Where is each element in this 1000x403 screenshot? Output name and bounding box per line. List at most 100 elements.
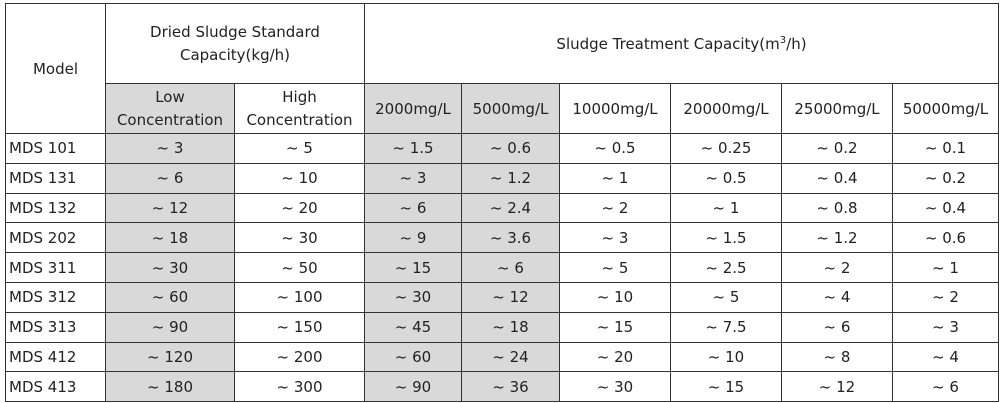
value-cell: ~ 6 xyxy=(364,192,462,224)
value-cell: ~ 5 xyxy=(670,281,782,313)
value-cell: ~ 30 xyxy=(364,281,462,313)
value-cell: ~ 0.25 xyxy=(670,133,782,164)
value-cell: ~ 60 xyxy=(105,281,235,313)
table-row: MDS 313 ~ 90 ~ 150 ~ 45 ~ 18 ~ 15 ~ 7.5 ~ 6 ~ 3 xyxy=(5,311,999,343)
value-cell: ~ 10 xyxy=(234,162,365,194)
value-cell: ~ 15 xyxy=(364,252,462,283)
value-cell: ~ 1 xyxy=(670,192,782,224)
value-cell: ~ 300 xyxy=(234,371,365,403)
value-cell: ~ 6 xyxy=(105,162,235,194)
value-cell: ~ 5 xyxy=(559,252,671,283)
value-cell: ~ 6 xyxy=(892,371,999,403)
value-cell: ~ 1.5 xyxy=(364,133,462,164)
value-cell: ~ 100 xyxy=(234,281,365,313)
model-cell: MDS 101 xyxy=(5,133,106,164)
table-row: MDS 202 ~ 18 ~ 30 ~ 9 ~ 3.6 ~ 3 ~ 1.5 ~ 1.2 ~ 0.… xyxy=(5,222,999,254)
value-cell: ~ 90 xyxy=(105,311,235,343)
value-cell: ~ 12 xyxy=(105,192,235,224)
model-cell: MDS 412 xyxy=(5,341,106,373)
high-concentration-header: High Concentration xyxy=(234,83,365,134)
table-row: MDS 312 ~ 60 ~ 100 ~ 30 ~ 12 ~ 10 ~ 5 ~ 4 ~ 2 xyxy=(5,281,999,313)
value-cell: ~ 6 xyxy=(781,311,893,343)
value-cell: ~ 10 xyxy=(670,341,782,373)
table-row: MDS 413 ~ 180 ~ 300 ~ 90 ~ 36 ~ 30 ~ 15 ~ 12 ~ 6 xyxy=(5,371,999,403)
value-cell: ~ 0.8 xyxy=(781,192,893,224)
value-cell: ~ 2 xyxy=(559,192,671,224)
value-cell: ~ 1.2 xyxy=(461,162,560,194)
col-50000-header: 50000mg/L xyxy=(892,83,999,134)
value-cell: ~ 5 xyxy=(234,133,365,164)
value-cell: ~ 3 xyxy=(105,133,235,164)
value-cell: ~ 3 xyxy=(559,222,671,254)
table-row: MDS 412 ~ 120 ~ 200 ~ 60 ~ 24 ~ 20 ~ 10 ~ 8 ~ 4 xyxy=(5,341,999,373)
table-row: MDS 131 ~ 6 ~ 10 ~ 3 ~ 1.2 ~ 1 ~ 0.5 ~ 0.4 ~ 0.2 xyxy=(5,162,999,194)
value-cell: ~ 1.2 xyxy=(781,222,893,254)
value-cell: ~ 3 xyxy=(364,162,462,194)
value-cell: ~ 36 xyxy=(461,371,560,403)
value-cell: ~ 12 xyxy=(781,371,893,403)
value-cell: ~ 1 xyxy=(559,162,671,194)
table-row: MDS 132 ~ 12 ~ 20 ~ 6 ~ 2.4 ~ 2 ~ 1 ~ 0.8 ~ 0.4 xyxy=(5,192,999,224)
model-header: Model xyxy=(5,3,106,134)
value-cell: ~ 18 xyxy=(105,222,235,254)
table-row: MDS 101 ~ 3 ~ 5 ~ 1.5 ~ 0.6 ~ 0.5 ~ 0.25 ~ 0.2 ~… xyxy=(5,133,999,164)
value-cell: ~ 0.4 xyxy=(892,192,999,224)
value-cell: ~ 2.4 xyxy=(461,192,560,224)
value-cell: ~ 0.4 xyxy=(781,162,893,194)
col-2000-header: 2000mg/L xyxy=(364,83,462,134)
value-cell: ~ 0.6 xyxy=(461,133,560,164)
col-10000-header: 10000mg/L xyxy=(559,83,671,134)
value-cell: ~ 2 xyxy=(892,281,999,313)
model-cell: MDS 311 xyxy=(5,252,106,283)
value-cell: ~ 0.5 xyxy=(559,133,671,164)
treatment-capacity-header: Sludge Treatment Capacity(m3/h) xyxy=(364,3,999,84)
header-row-sub: Low Concentration High Concentration 200… xyxy=(6,83,999,134)
model-cell: MDS 202 xyxy=(5,222,106,254)
capacity-table: Model Dried Sludge Standard Capacity(kg/… xyxy=(5,3,999,403)
model-cell: MDS 131 xyxy=(5,162,106,194)
value-cell: ~ 0.2 xyxy=(892,162,999,194)
treatment-prefix: Sludge Treatment Capacity(m xyxy=(556,34,780,53)
value-cell: ~ 4 xyxy=(781,281,893,313)
dried-sludge-label: Dried Sludge Standard Capacity(kg/h) xyxy=(150,22,320,64)
value-cell: ~ 45 xyxy=(364,311,462,343)
value-cell: ~ 1 xyxy=(892,252,999,283)
value-cell: ~ 10 xyxy=(559,281,671,313)
value-cell: ~ 3 xyxy=(892,311,999,343)
value-cell: ~ 7.5 xyxy=(670,311,782,343)
value-cell: ~ 24 xyxy=(461,341,560,373)
value-cell: ~ 180 xyxy=(105,371,235,403)
value-cell: ~ 200 xyxy=(234,341,365,373)
table-body: MDS 101 ~ 3 ~ 5 ~ 1.5 ~ 0.6 ~ 0.5 ~ 0.25 ~ 0.2 ~… xyxy=(5,133,999,403)
value-cell: ~ 150 xyxy=(234,311,365,343)
value-cell: ~ 4 xyxy=(892,341,999,373)
value-cell: ~ 8 xyxy=(781,341,893,373)
table-row: MDS 311 ~ 30 ~ 50 ~ 15 ~ 6 ~ 5 ~ 2.5 ~ 2 ~ 1 xyxy=(5,252,999,283)
value-cell: ~ 2 xyxy=(781,252,893,283)
treatment-suffix: /h) xyxy=(786,34,807,53)
value-cell: ~ 50 xyxy=(234,252,365,283)
value-cell: ~ 9 xyxy=(364,222,462,254)
model-cell: MDS 413 xyxy=(5,371,106,403)
value-cell: ~ 0.6 xyxy=(892,222,999,254)
model-cell: MDS 312 xyxy=(5,281,106,313)
col-25000-header: 25000mg/L xyxy=(781,83,893,134)
value-cell: ~ 2.5 xyxy=(670,252,782,283)
treatment-superscript: 3 xyxy=(779,34,787,46)
value-cell: ~ 18 xyxy=(461,311,560,343)
value-cell: ~ 60 xyxy=(364,341,462,373)
value-cell: ~ 0.1 xyxy=(892,133,999,164)
model-cell: MDS 313 xyxy=(5,311,106,343)
value-cell: ~ 120 xyxy=(105,341,235,373)
value-cell: ~ 15 xyxy=(559,311,671,343)
model-cell: MDS 132 xyxy=(5,192,106,224)
value-cell: ~ 20 xyxy=(234,192,365,224)
value-cell: ~ 90 xyxy=(364,371,462,403)
value-cell: ~ 30 xyxy=(234,222,365,254)
value-cell: ~ 3.6 xyxy=(461,222,560,254)
value-cell: ~ 15 xyxy=(670,371,782,403)
header-row-top: Model Dried Sludge Standard Capacity(kg/… xyxy=(5,3,999,134)
value-cell: ~ 6 xyxy=(461,252,560,283)
col-20000-header: 20000mg/L xyxy=(670,83,782,134)
value-cell: ~ 30 xyxy=(559,371,671,403)
